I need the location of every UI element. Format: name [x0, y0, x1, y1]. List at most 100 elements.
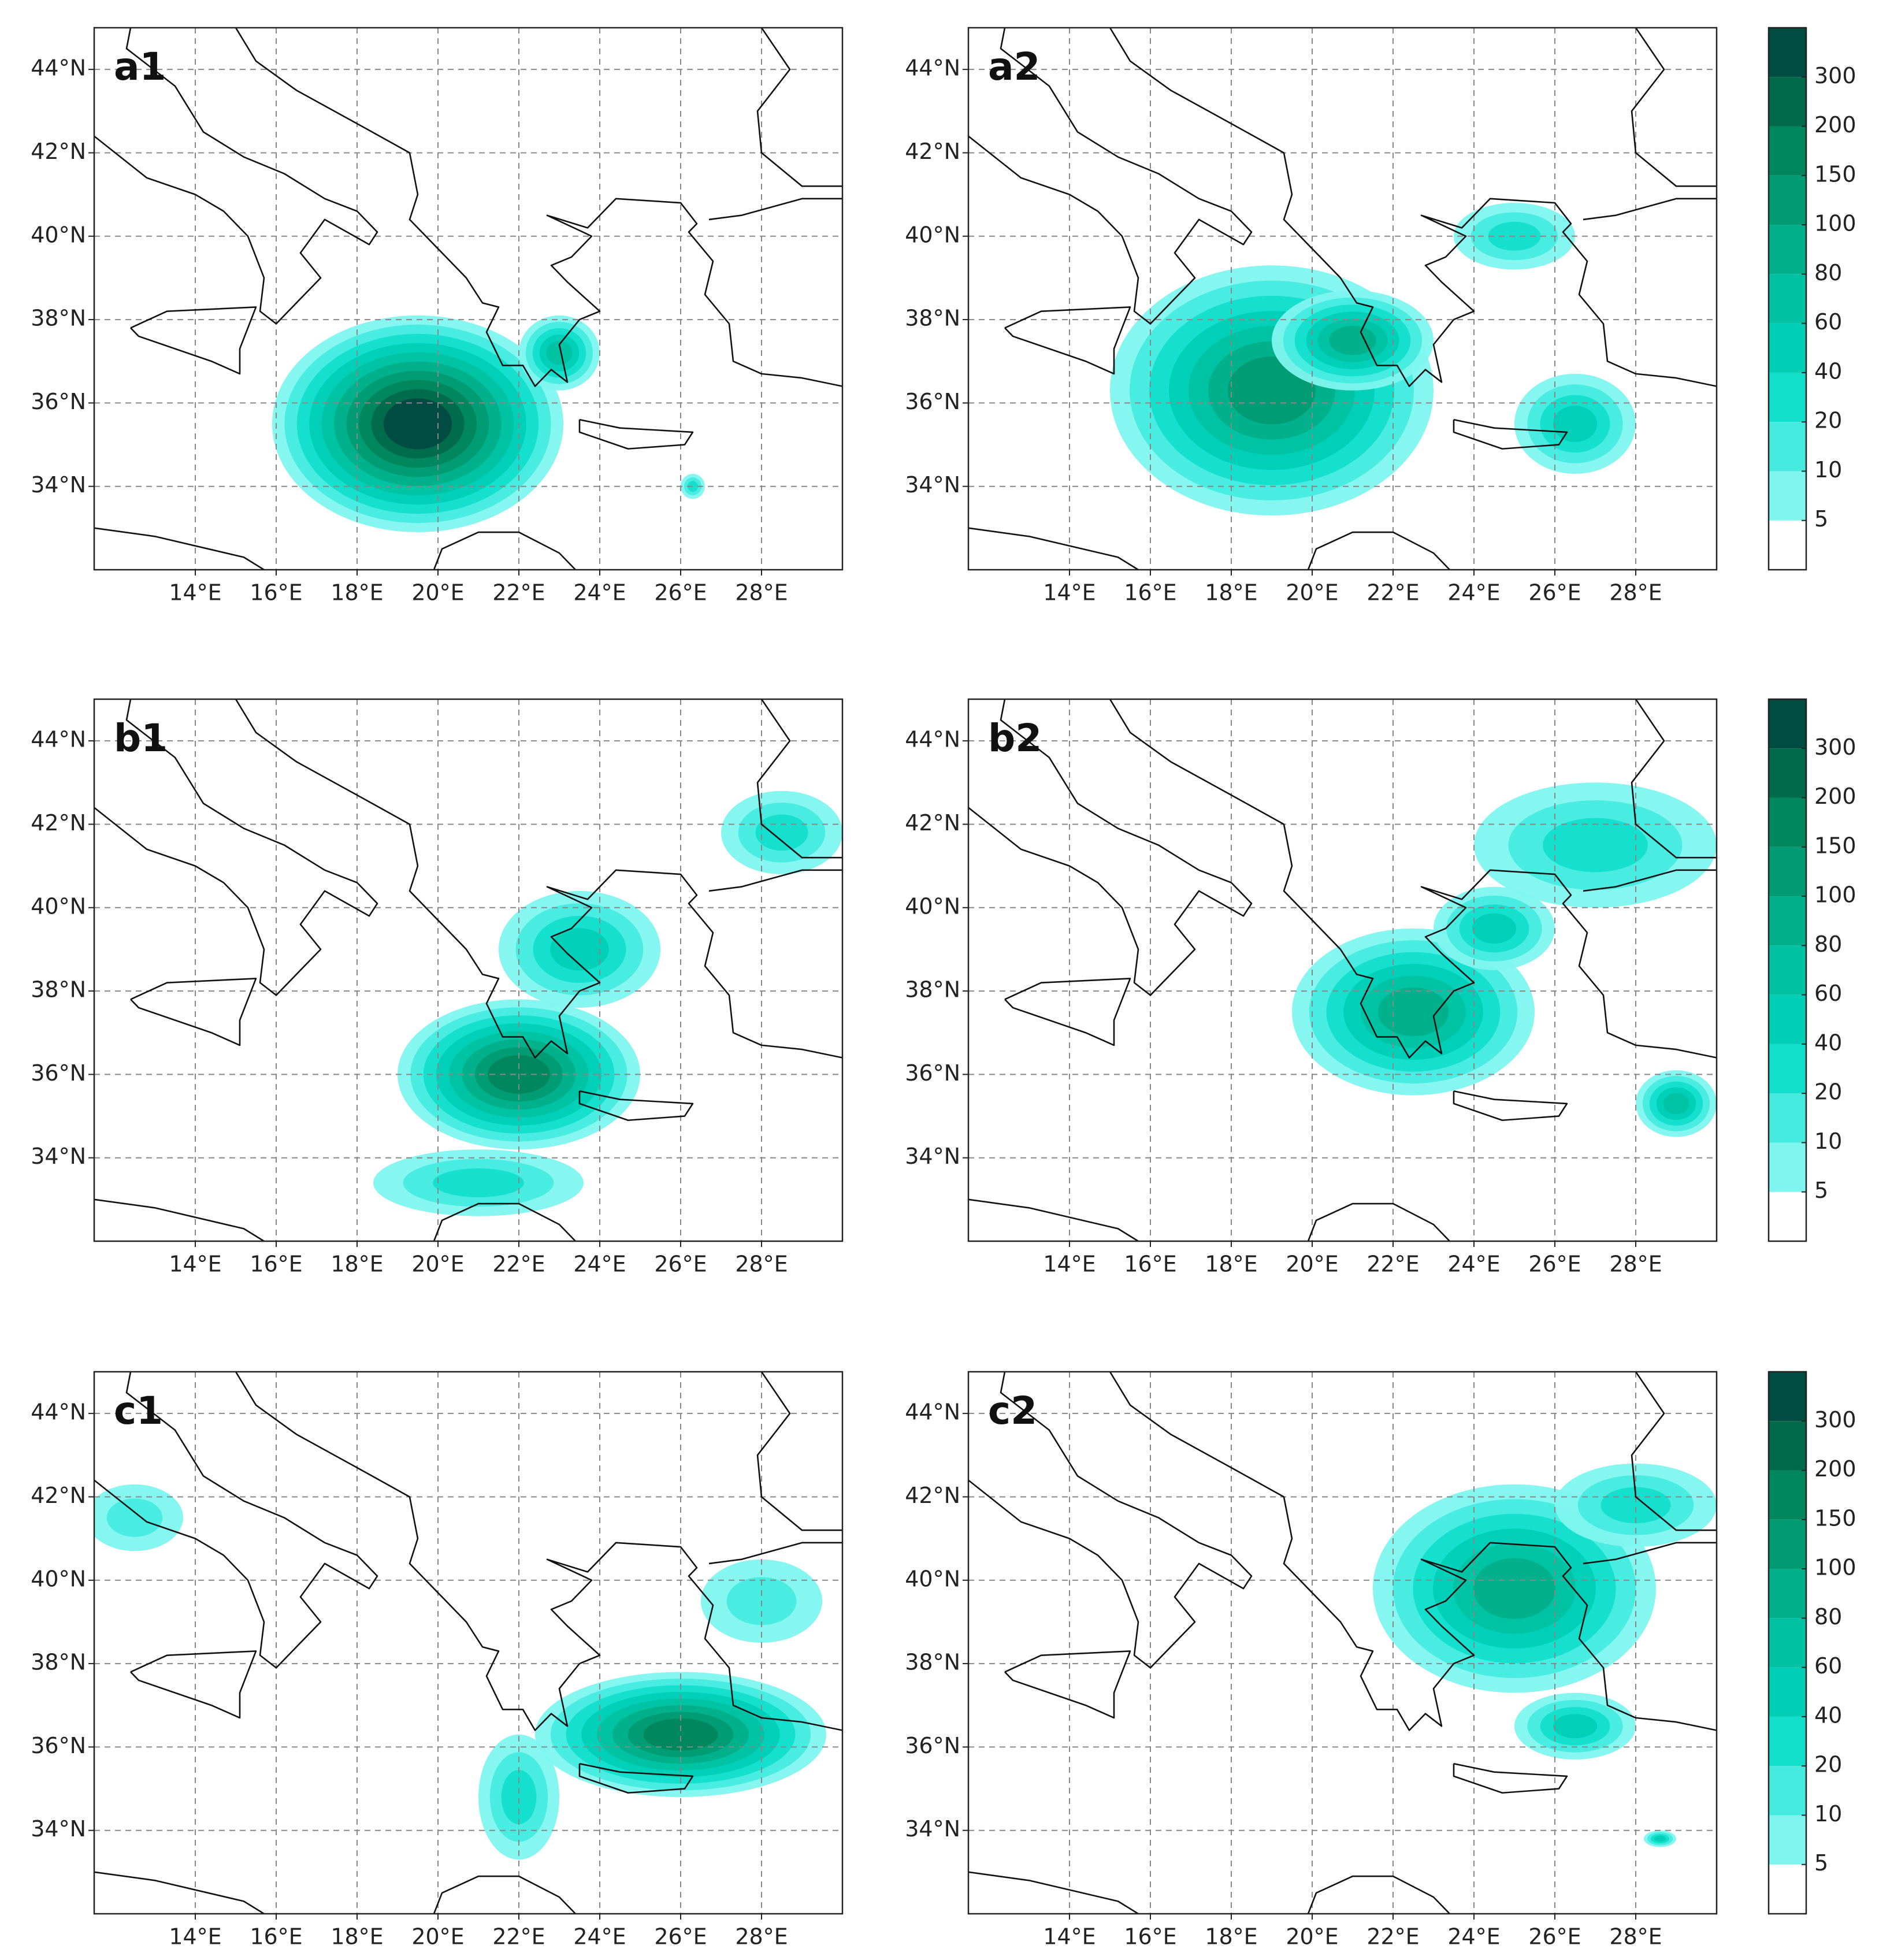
coastline	[433, 1202, 576, 1241]
panel-label: c1	[114, 1389, 163, 1433]
y-tick-label: 40°N	[905, 1566, 960, 1591]
x-tick-label: 18°E	[331, 1252, 383, 1277]
x-tick-label: 20°E	[411, 1252, 464, 1277]
x-tick-label: 24°E	[1447, 1924, 1500, 1950]
x-tick-label: 16°E	[250, 1924, 302, 1950]
y-tick-label: 36°N	[31, 1060, 86, 1086]
colorbar-segment	[1769, 126, 1806, 176]
precip-area	[1601, 1487, 1671, 1524]
precip-area	[106, 1498, 163, 1537]
colorbar-segment	[1769, 1864, 1806, 1914]
colorbar-label: 60	[1814, 981, 1842, 1006]
y-tick-label: 44°N	[31, 55, 86, 81]
colorbar-segment	[1769, 520, 1806, 570]
x-tick-label: 16°E	[1124, 580, 1176, 606]
coastline	[1453, 1762, 1568, 1794]
x-tick-label: 20°E	[1286, 1252, 1338, 1277]
coastline	[756, 28, 842, 187]
y-tick-label: 38°N	[905, 306, 960, 331]
colorbar-segment	[1769, 1372, 1806, 1421]
colorbar-segment	[1769, 1569, 1806, 1619]
coastline	[968, 1198, 1139, 1241]
coastline	[1109, 28, 1717, 387]
x-tick-label: 16°E	[250, 1252, 302, 1277]
colorbar-segment	[1769, 1142, 1806, 1192]
colorbar-label: 150	[1814, 1505, 1856, 1531]
x-tick-label: 16°E	[1124, 1252, 1176, 1277]
coastline	[708, 869, 842, 892]
coastline	[968, 1871, 1139, 1914]
y-tick-label: 44°N	[905, 727, 960, 752]
colorbar-label: 80	[1814, 260, 1842, 285]
panel-label: a2	[988, 44, 1040, 89]
colorbar-label: 20	[1814, 1752, 1842, 1777]
colorbar-label: 5	[1814, 1850, 1828, 1876]
precip-area	[1654, 1835, 1666, 1842]
colorbar-segment	[1769, 699, 1806, 749]
colorbar-label: 40	[1814, 1030, 1842, 1055]
x-tick-label: 26°E	[654, 1924, 707, 1950]
coastline	[1583, 1542, 1717, 1565]
x-tick-label: 28°E	[735, 1924, 788, 1950]
x-tick-label: 20°E	[1286, 1924, 1338, 1950]
coastline	[94, 527, 265, 570]
coastline	[1307, 1202, 1450, 1241]
precip-area	[1553, 1714, 1598, 1739]
coastline	[94, 1198, 265, 1241]
coastline	[968, 28, 1253, 325]
map-frame	[93, 27, 844, 571]
x-tick-label: 24°E	[1447, 580, 1500, 606]
y-tick-label: 40°N	[905, 893, 960, 919]
x-tick-label: 16°E	[250, 580, 302, 606]
precip-area	[1472, 913, 1517, 944]
y-tick-label: 40°N	[31, 222, 86, 247]
x-tick-label: 26°E	[1528, 1924, 1581, 1950]
colorbar-segment	[1769, 225, 1806, 274]
precip-area	[433, 1168, 524, 1197]
panel-label: c2	[988, 1389, 1037, 1433]
colorbar-segment	[1769, 1815, 1806, 1865]
y-tick-label: 44°N	[31, 727, 86, 752]
precip-area	[1553, 406, 1598, 442]
colorbar-segment	[1769, 1044, 1806, 1094]
map-frame	[93, 1371, 844, 1915]
coastline	[1631, 699, 1717, 859]
coastline	[708, 198, 842, 221]
x-tick-label: 22°E	[1366, 1924, 1419, 1950]
colorbar-segment	[1769, 1470, 1806, 1520]
y-tick-label: 36°N	[905, 1733, 960, 1758]
map-background	[94, 1372, 842, 1914]
map-content	[968, 1372, 1717, 1914]
colorbar-segment	[1769, 422, 1806, 472]
colorbar-segment	[1769, 1191, 1806, 1241]
y-tick-label: 38°N	[905, 977, 960, 1003]
y-tick-label: 40°N	[31, 893, 86, 919]
panel-label: b1	[114, 716, 168, 760]
y-tick-label: 42°N	[31, 139, 86, 164]
x-tick-label: 28°E	[735, 580, 788, 606]
map-content	[968, 699, 1717, 1241]
x-tick-label: 24°E	[573, 580, 626, 606]
x-tick-label: 18°E	[331, 1924, 383, 1950]
x-tick-label: 18°E	[1205, 580, 1257, 606]
coastline	[1631, 28, 1717, 187]
map-panel: 14°E 16°E 18°E 20°E 22°E 24°E 26°E 28°E 34°N 36°N…	[905, 698, 1718, 1277]
y-tick-label: 38°N	[31, 306, 86, 331]
colorbar-label: 100	[1814, 882, 1856, 908]
colorbar-segment	[1769, 471, 1806, 521]
y-tick-label: 42°N	[31, 810, 86, 836]
x-tick-label: 22°E	[492, 1252, 545, 1277]
coastline	[1583, 198, 1717, 221]
x-tick-label: 24°E	[1447, 1252, 1500, 1277]
coastline	[578, 1762, 694, 1794]
colorbar-frame	[1767, 27, 1807, 571]
colorbar-segment	[1769, 797, 1806, 847]
x-tick-label: 28°E	[1609, 580, 1662, 606]
map-content	[94, 699, 842, 1241]
coastline	[433, 531, 576, 570]
precip-area	[546, 341, 573, 365]
colorbar-label: 5	[1814, 1178, 1828, 1203]
map-content	[94, 28, 842, 570]
coastline	[578, 418, 694, 450]
